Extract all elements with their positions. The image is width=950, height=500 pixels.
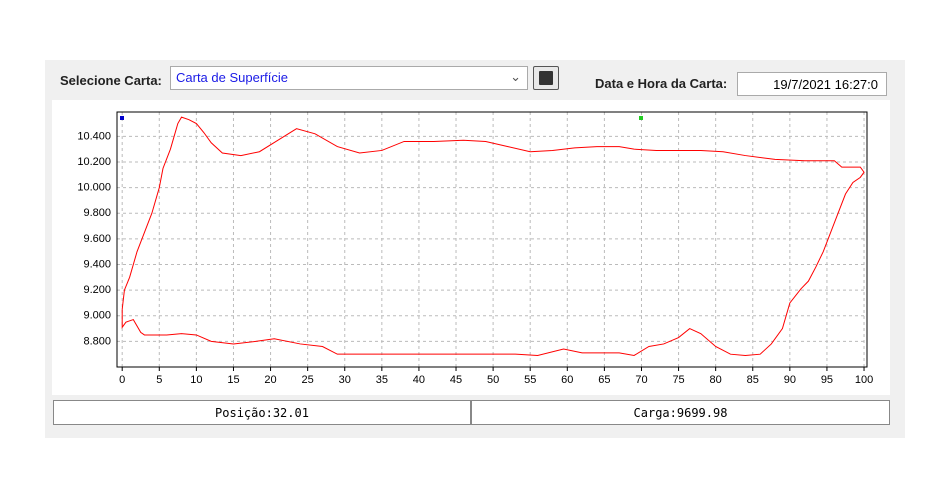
y-tick-label: 10.000 bbox=[77, 182, 111, 194]
x-tick-label: 70 bbox=[635, 374, 647, 386]
x-tick-label: 95 bbox=[821, 374, 833, 386]
y-tick-label: 9.200 bbox=[83, 284, 111, 296]
y-tick-label: 8.800 bbox=[83, 335, 111, 347]
x-tick-label: 35 bbox=[376, 374, 388, 386]
x-tick-label: 90 bbox=[784, 374, 796, 386]
x-tick-label: 5 bbox=[156, 374, 162, 386]
x-tick-label: 100 bbox=[855, 374, 873, 386]
x-tick-label: 15 bbox=[227, 374, 239, 386]
y-tick-label: 9.400 bbox=[83, 258, 111, 270]
marker bbox=[639, 116, 643, 120]
x-tick-label: 65 bbox=[598, 374, 610, 386]
y-tick-label: 10.200 bbox=[77, 156, 111, 168]
x-tick-label: 40 bbox=[413, 374, 425, 386]
position-cell: Posição:32.01 bbox=[53, 400, 471, 425]
marker bbox=[120, 116, 124, 120]
x-tick-label: 50 bbox=[487, 374, 499, 386]
y-tick-label: 9.000 bbox=[83, 310, 111, 322]
y-tick-label: 10.400 bbox=[77, 130, 111, 142]
select-label: Selecione Carta: bbox=[60, 73, 162, 88]
x-tick-label: 30 bbox=[339, 374, 351, 386]
date-label: Data e Hora da Carta: bbox=[595, 76, 728, 91]
x-tick-label: 10 bbox=[190, 374, 202, 386]
x-tick-label: 60 bbox=[561, 374, 573, 386]
x-tick-label: 45 bbox=[450, 374, 462, 386]
date-field: 19/7/2021 16:27:0 bbox=[737, 72, 887, 96]
x-tick-label: 55 bbox=[524, 374, 536, 386]
x-tick-label: 75 bbox=[672, 374, 684, 386]
x-tick-label: 0 bbox=[119, 374, 125, 386]
x-tick-label: 25 bbox=[302, 374, 314, 386]
y-tick-label: 9.800 bbox=[83, 207, 111, 219]
x-tick-label: 20 bbox=[264, 374, 276, 386]
x-tick-label: 85 bbox=[747, 374, 759, 386]
chart-bg bbox=[52, 100, 890, 395]
plot-frame bbox=[116, 111, 868, 368]
select-value: Carta de Superfície bbox=[176, 70, 289, 85]
load-cell: Carga:9699.98 bbox=[471, 400, 890, 425]
chart: 8.800 9.000 9.200 9.400 9.600 9.800 10.000 10.2… bbox=[52, 100, 890, 395]
y-tick-label: 9.600 bbox=[83, 233, 111, 245]
save-button[interactable] bbox=[533, 66, 559, 90]
x-tick-label: 80 bbox=[710, 374, 722, 386]
chart-select[interactable]: Carta de Superfície ⌄ bbox=[170, 66, 528, 90]
data-line bbox=[121, 116, 865, 356]
